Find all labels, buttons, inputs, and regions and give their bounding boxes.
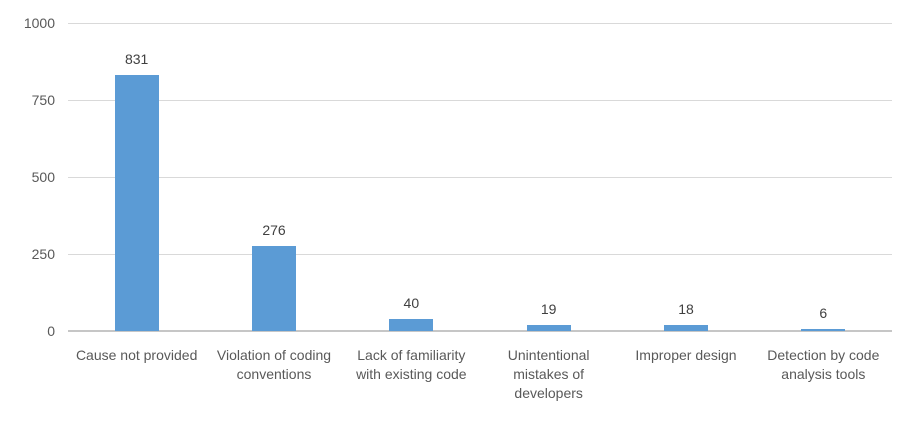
gridline [68,177,892,178]
y-axis-tick-label: 1000 [23,15,55,31]
y-axis-tick-label: 0 [47,323,55,339]
x-axis-line [68,330,892,332]
y-axis-tick-label: 500 [31,169,55,185]
bar [115,75,159,331]
bar-value-label: 18 [678,301,694,317]
x-axis-category-label: Violation of coding conventions [216,347,332,382]
gridline [68,100,892,101]
x-axis-category-label: Lack of familiarity with existing code [356,347,467,382]
bar [664,325,708,331]
x-axis-category-label: Unintentional mistakes of developers [507,347,590,401]
bar-value-label: 19 [540,301,557,317]
y-axis-tick-label: 750 [31,92,55,108]
bar [389,319,433,331]
x-axis-category-label: Improper design [635,347,737,363]
bar [527,325,571,331]
bar-value-label: 40 [403,295,420,311]
y-axis-tick-label: 250 [31,246,55,262]
bar [801,329,845,331]
gridline [68,254,892,255]
bar-value-label: 6 [819,305,828,321]
gridline [68,23,892,24]
x-axis-category-label: Cause not provided [75,347,198,363]
x-axis-category-label: Detection by code analysis tools [767,347,880,382]
bar-value-label: 276 [262,222,286,238]
bar-value-label: 831 [124,51,149,67]
bar [252,246,296,331]
